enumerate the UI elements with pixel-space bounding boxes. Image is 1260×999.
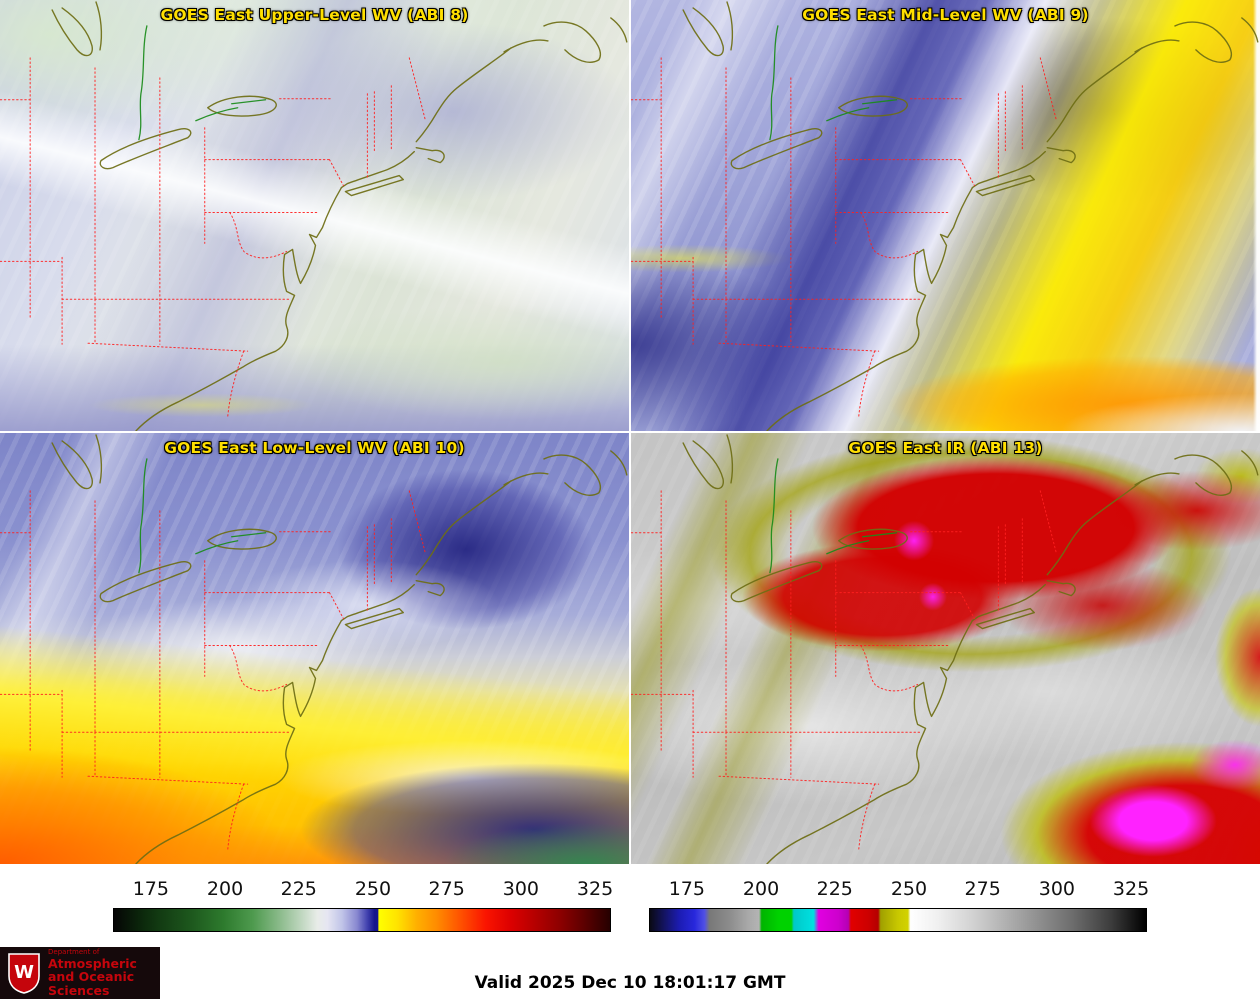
panel-mid-level-wv: GOES East Mid-Level WV (ABI 9)	[631, 0, 1260, 431]
colorbar-tick-label: 300	[1038, 878, 1075, 900]
colorbar-tick-label: 275	[428, 878, 465, 900]
colorbar-tick-label: 175	[668, 878, 705, 900]
satellite-image-low-wv	[0, 433, 629, 864]
colorbar-tick-label: 225	[280, 878, 317, 900]
map-overlay	[631, 1, 1259, 431]
logo-line-1: Atmospheric	[48, 955, 137, 971]
logo-dept-line: Department of	[48, 947, 100, 956]
colorbar-tick-label: 200	[742, 878, 780, 900]
footer: W Department of Atmospheric and Oceanic …	[0, 945, 1260, 999]
panel-ir: GOES East IR (ABI 13)	[631, 433, 1260, 864]
satellite-panel-grid: GOES East Upper-Level WV (ABI 8) GOES Ea…	[0, 0, 1260, 864]
colorbar-tick-label: 250	[354, 878, 392, 900]
map-overlay	[0, 434, 628, 864]
ir-colorbar-gradient	[649, 908, 1147, 932]
uw-crest-icon: W	[8, 953, 40, 994]
colorbar-row: 175 200 225 250 275 300 325 175 200 225 250 275 300…	[0, 864, 1260, 945]
map-overlay	[0, 1, 628, 431]
uw-aos-logo: W Department of Atmospheric and Oceanic …	[0, 947, 160, 999]
colorbar-tick-label: 300	[502, 878, 539, 900]
panel-title: GOES East Low-Level WV (ABI 10)	[164, 439, 465, 457]
colorbar-tick-label: 175	[132, 878, 169, 900]
colorbar-tick-label: 200	[206, 878, 244, 900]
panel-title: GOES East Upper-Level WV (ABI 8)	[160, 6, 469, 24]
colorbar-tick-label: 250	[890, 878, 928, 900]
satellite-image-ir	[631, 433, 1260, 864]
wv-colorbar: 175 200 225 250 275 300 325	[113, 864, 614, 932]
svg-text:W: W	[14, 962, 34, 983]
map-overlay	[631, 434, 1259, 864]
satellite-image-mid-wv	[631, 0, 1260, 431]
panel-upper-level-wv: GOES East Upper-Level WV (ABI 8)	[0, 0, 629, 431]
valid-time-text: Valid 2025 Dec 10 18:01:17 GMT	[474, 973, 786, 993]
logo-text: Department of Atmospheric and Oceanic Sc…	[48, 947, 153, 998]
panel-low-level-wv: GOES East Low-Level WV (ABI 10)	[0, 433, 629, 864]
colorbar-tick-label: 225	[816, 878, 853, 900]
panel-title: GOES East Mid-Level WV (ABI 9)	[802, 6, 1089, 24]
wv-colorbar-ticks: 175 200 225 250 275 300 325	[113, 864, 614, 908]
ir-colorbar: 175 200 225 250 275 300 325	[649, 864, 1150, 932]
colorbar-tick-label: 325	[576, 878, 614, 900]
colorbar-tick-label: 275	[964, 878, 1001, 900]
satellite-image-upper-wv	[0, 0, 629, 431]
ir-colorbar-ticks: 175 200 225 250 275 300 325	[649, 864, 1150, 908]
wv-colorbar-gradient	[113, 908, 611, 932]
colorbar-tick-label: 325	[1112, 878, 1150, 900]
panel-title: GOES East IR (ABI 13)	[848, 439, 1043, 457]
logo-line-2: and Oceanic Sciences	[48, 969, 135, 998]
